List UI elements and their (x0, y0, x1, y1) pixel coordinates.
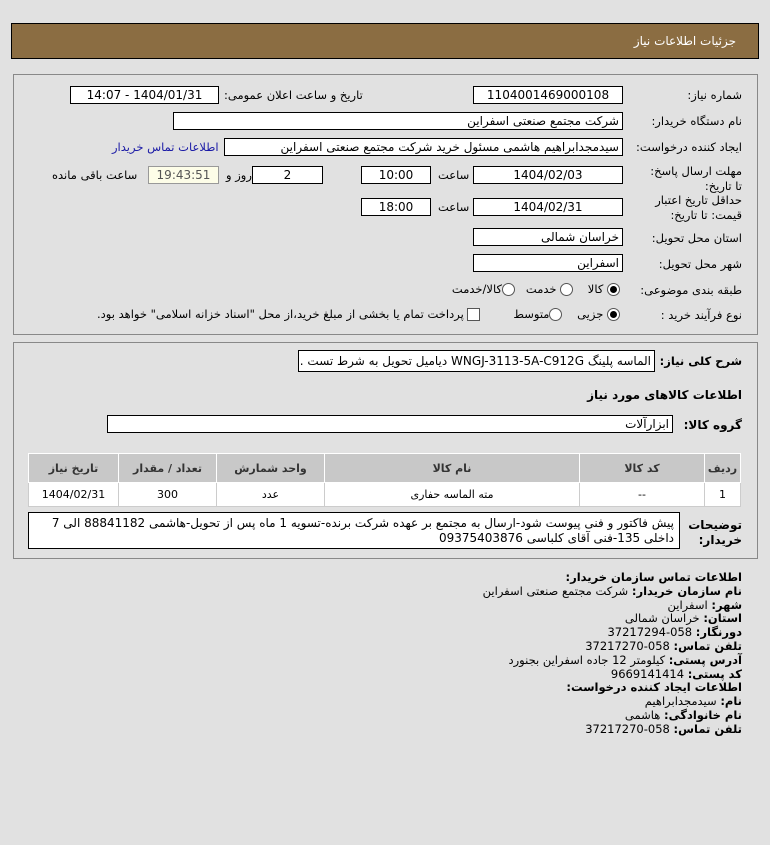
days-field: 2 (252, 166, 323, 184)
cell-code: -- (579, 482, 705, 507)
deadline-time-field: 10:00 (361, 166, 431, 184)
province-label: استان: (703, 611, 742, 626)
buyer-contact-link[interactable]: اطلاعات تماس خریدار (112, 140, 219, 154)
city-field: اسفراین (473, 254, 623, 272)
remaining-label: ساعت باقی مانده (52, 168, 138, 182)
remaining-time-field: 19:43:51 (148, 166, 219, 184)
name-label: نام: (720, 694, 742, 709)
category-service-label: خدمت (525, 282, 557, 296)
deadline-date-field: 1404/02/03 (473, 166, 623, 184)
fax-value: 058-37217294 (607, 625, 693, 640)
notes-field: پیش فاکتور و فنی پیوست شود-ارسال به مجتم… (28, 512, 680, 549)
process-radio-minor[interactable] (607, 308, 620, 321)
desc-field: الماسه پلینگ WNGJ-3113-5A-C912G دیامیل ت… (298, 350, 655, 372)
page-header: جزئیات اطلاعات نیاز (11, 23, 759, 59)
treasury-checkbox[interactable] (467, 308, 481, 321)
category-goods-label: کالا (587, 282, 604, 296)
cell-unit: عدد (216, 482, 325, 507)
category-radio-goods[interactable] (607, 283, 620, 296)
phone-value: 058-37217270 (585, 638, 670, 653)
col-unit: واحد شمارش (216, 453, 325, 483)
contact-title: اطلاعات تماس سازمان خریدار: (565, 570, 742, 584)
notes-label: توضیحات خریدار: (688, 518, 742, 547)
category-radio-service[interactable] (560, 283, 574, 296)
process-label: نوع فرآیند خرید : (660, 308, 742, 322)
category-radio-group: کالا خدمت کالا/خدمت (452, 282, 620, 296)
announce-field: 1404/01/31 - 14:07 (70, 86, 219, 104)
phone-label: تلفن تماس: (673, 638, 742, 653)
goods-title: اطلاعات کالاهای مورد نیاز (587, 388, 742, 402)
validity-label: حداقل تاریخ اعتبار قیمت: تا تاریخ: (655, 193, 742, 222)
buyer-org-label: نام دستگاه خریدار: (651, 114, 742, 128)
creator-phone-label: تلفن تماس: (673, 721, 742, 736)
announce-label: تاریخ و ساعت اعلان عمومی: (224, 88, 363, 102)
page-title: جزئیات اطلاعات نیاز (633, 34, 736, 48)
process-minor-label: جزیی (577, 307, 604, 321)
name-value: سیدمجدابراهیم (644, 694, 717, 709)
cell-qty: 300 (118, 482, 217, 507)
process-radio-group: جزیی متوسط پرداخت تمام یا بخشی از مبلغ خ… (97, 307, 620, 321)
province-value: خراسان شمالی (624, 611, 700, 626)
deadline-label: مهلت ارسال پاسخ: تا تاریخ: (650, 164, 742, 193)
process-radio-medium[interactable] (549, 308, 563, 321)
address-value: کیلومتر 12 جاده اسفراین بجنورد (508, 652, 666, 667)
province-label: استان محل تحویل: (651, 231, 742, 245)
city-label: شهر محل تحویل: (658, 257, 742, 271)
group-label: گروه کالا: (683, 418, 742, 432)
creator-phone-value: 058-37217270 (585, 721, 670, 736)
need-number-field: 1104001469000108 (473, 86, 623, 104)
desc-label: شرح کلی نیاز: (659, 354, 742, 368)
city-value: اسفراین (667, 597, 708, 612)
org-value: شرکت مجتمع صنعتی اسفراین (482, 583, 629, 598)
goods-table: ردیف کد کالا نام کالا واحد شمارش تعداد /… (28, 453, 741, 507)
creator-title: اطلاعات ایجاد کننده درخواست: (566, 680, 742, 695)
validity-time-field: 18:00 (361, 198, 431, 216)
category-both-label: کالا/خدمت (451, 282, 502, 296)
payment-note: پرداخت تمام یا بخشی از مبلغ خرید،از محل … (97, 307, 464, 321)
province-field: خراسان شمالی (473, 228, 623, 246)
cell-date: 1404/02/31 (28, 482, 119, 507)
city-label: شهر: (711, 597, 742, 612)
col-qty: تعداد / مقدار (118, 453, 217, 483)
cell-name: مته الماسه حفاری (324, 482, 580, 507)
group-field: ابزارآلات (107, 415, 673, 433)
creator-field: سیدمجدابراهیم هاشمی مسئول خرید شرکت مجتم… (224, 138, 623, 156)
postal-label: کد پستی: (687, 666, 742, 681)
col-name: نام کالا (324, 453, 580, 483)
process-medium-label: متوسط (513, 307, 550, 321)
buyer-contact-info: اطلاعات تماس سازمان خریدار: نام سازمان خ… (482, 570, 742, 737)
days-label: روز و (226, 168, 252, 182)
cell-row: 1 (704, 482, 741, 507)
category-label: طبقه بندی موضوعی: (640, 283, 742, 297)
table-header-row: ردیف کد کالا نام کالا واحد شمارش تعداد /… (28, 453, 741, 483)
address-label: آدرس پستی: (668, 652, 742, 667)
col-date: تاریخ نیاز (28, 453, 119, 483)
col-row: ردیف (704, 453, 741, 483)
validity-time-label: ساعت (438, 200, 470, 214)
validity-date-field: 1404/02/31 (473, 198, 623, 216)
table-row: 1 -- مته الماسه حفاری عدد 300 1404/02/31 (28, 482, 741, 507)
org-label: نام سازمان خریدار: (631, 583, 742, 598)
category-radio-both[interactable] (501, 283, 515, 296)
creator-label: ایجاد کننده درخواست: (636, 140, 742, 154)
buyer-org-field: شرکت مجتمع صنعتی اسفراین (173, 112, 623, 130)
col-code: کد کالا (579, 453, 705, 483)
postal-value: 9669141414 (610, 666, 685, 681)
family-label: نام خانوادگی: (664, 707, 742, 722)
need-number-label: شماره نیاز: (687, 88, 742, 102)
fax-label: دورنگار: (695, 625, 742, 640)
deadline-time-label: ساعت (438, 168, 470, 182)
family-value: هاشمی (624, 707, 661, 722)
